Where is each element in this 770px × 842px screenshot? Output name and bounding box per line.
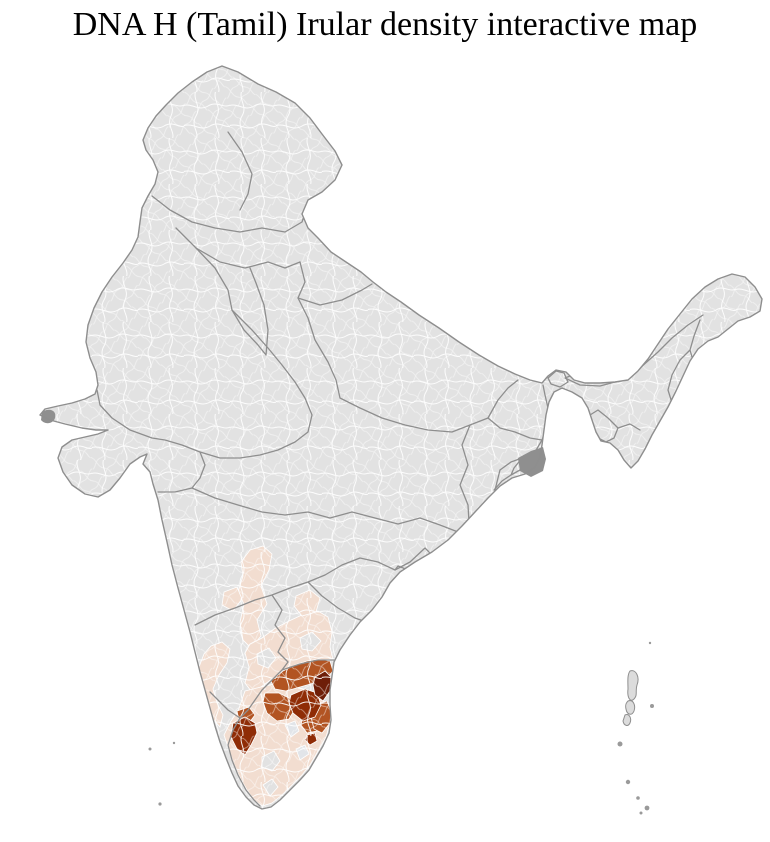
sundarbans-delta-hatch <box>518 447 546 477</box>
south-andaman-island[interactable] <box>622 714 632 726</box>
island-chains[interactable] <box>148 641 655 815</box>
district-mesh <box>40 66 762 809</box>
nicobar-b-island[interactable] <box>639 811 643 815</box>
car-nicobar-island[interactable] <box>625 779 631 785</box>
nicobar-a-island[interactable] <box>636 796 640 800</box>
north-andaman-island[interactable] <box>627 670 639 701</box>
andaman-north-dot-island[interactable] <box>648 641 652 645</box>
great-nicobar-island[interactable] <box>644 805 650 811</box>
map-title: DNA H (Tamil) Irular density interactive… <box>72 6 698 43</box>
little-andaman-island[interactable] <box>617 741 623 747</box>
country-outline <box>39 65 763 810</box>
lakshadweep-1-island[interactable] <box>148 747 152 751</box>
lakshadweep-3-island[interactable] <box>158 802 162 806</box>
middle-andaman-island[interactable] <box>625 700 636 715</box>
lakshadweep-2-island[interactable] <box>172 741 176 745</box>
barren-island-island[interactable] <box>650 704 654 708</box>
